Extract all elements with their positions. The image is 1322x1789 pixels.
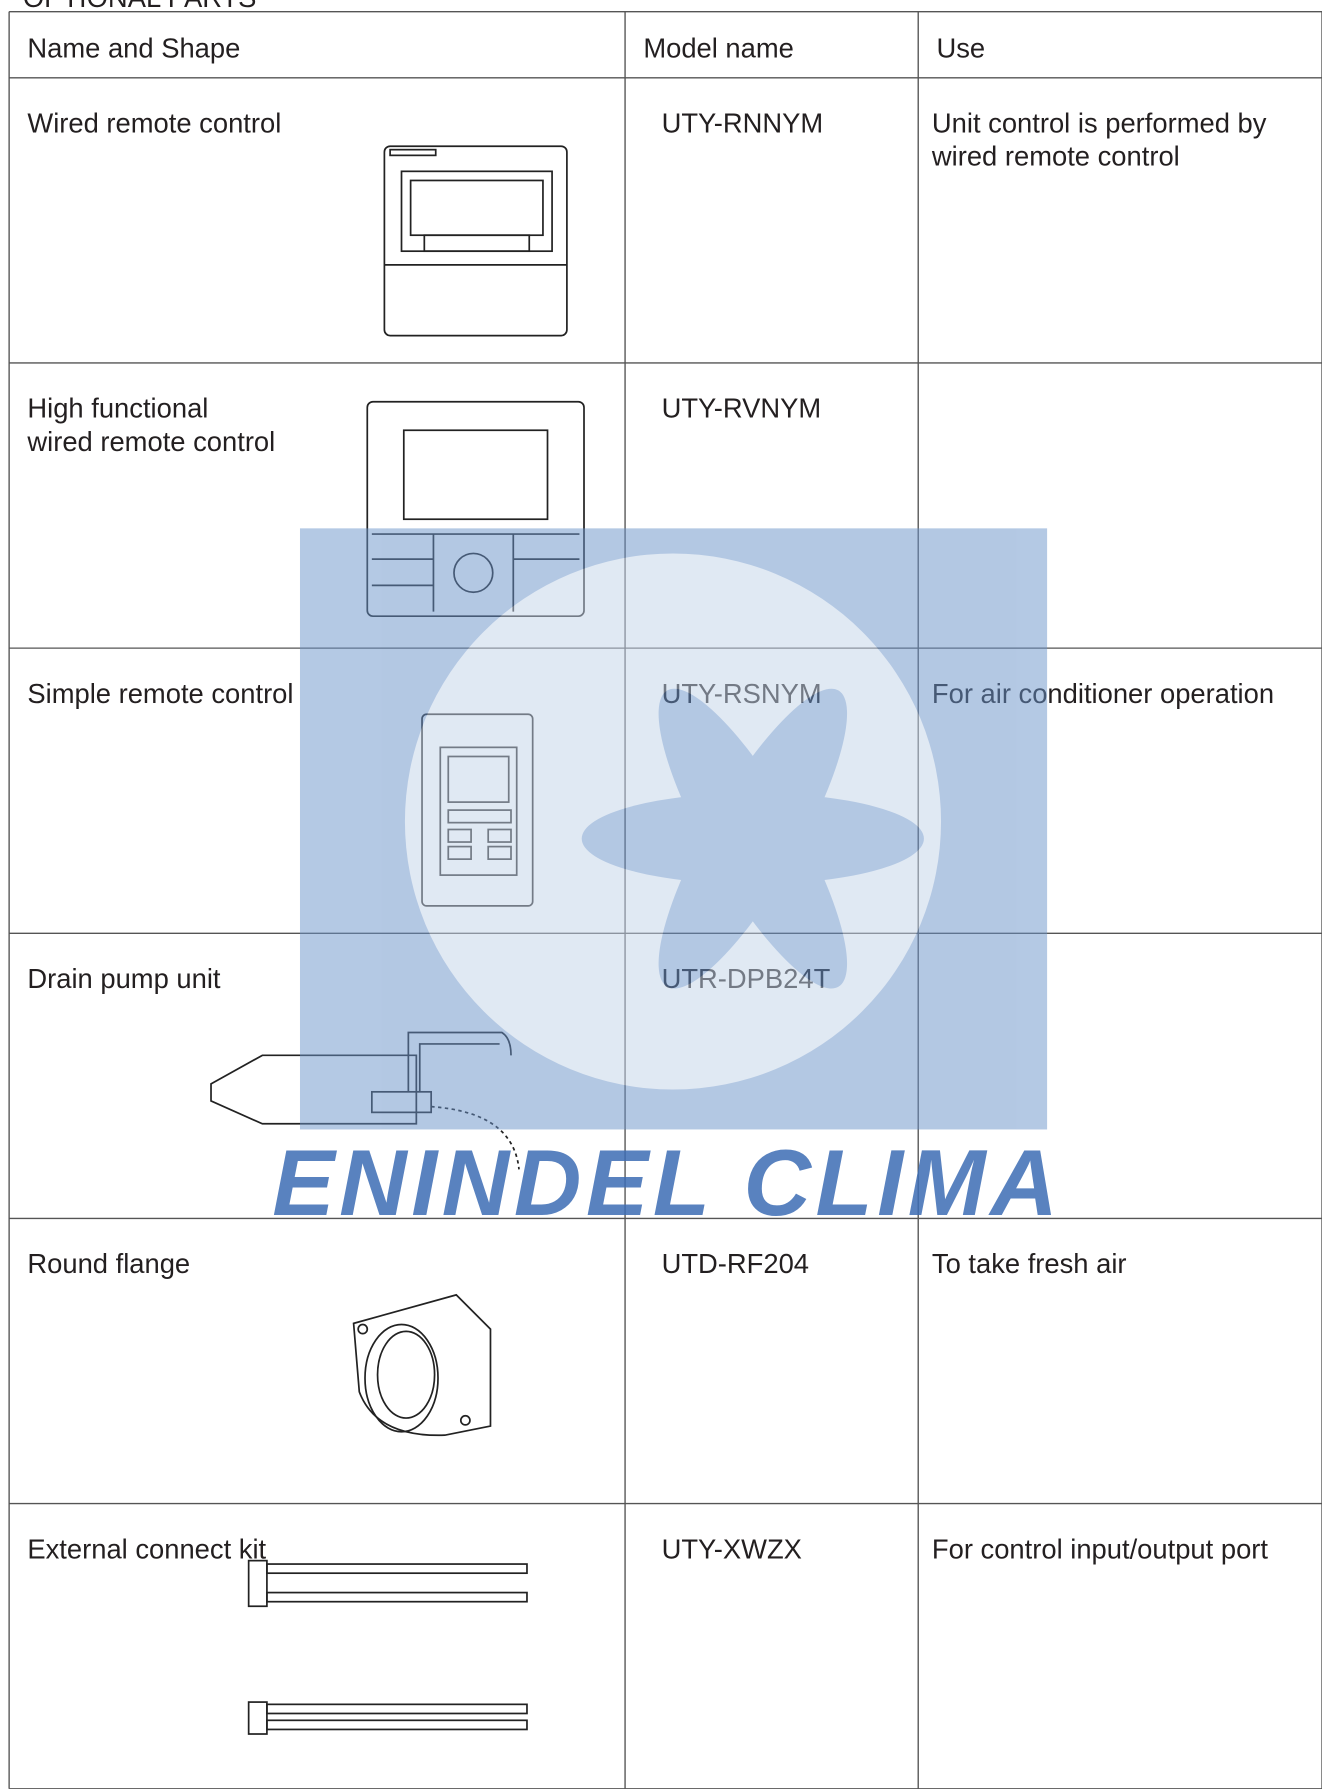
part-name: wired remote control xyxy=(26,426,275,457)
model-name: UTY-RVNYM xyxy=(662,393,822,424)
part-name: Simple remote control xyxy=(27,678,293,709)
part-name: High functional xyxy=(27,393,208,424)
part-use: For control input/output port xyxy=(932,1533,1268,1564)
column-header: Name and Shape xyxy=(27,32,240,63)
part-use: To take fresh air xyxy=(932,1248,1127,1279)
illustration-connect-kit xyxy=(247,1559,528,1735)
watermark-logo xyxy=(299,528,1048,1130)
illustration-round-flange xyxy=(352,1293,492,1437)
part-name: External connect kit xyxy=(27,1533,266,1564)
part-use: Unit control is performed by xyxy=(932,108,1267,139)
section-title: OPTIONAL PARTS xyxy=(23,0,257,13)
part-name: Round flange xyxy=(27,1248,190,1279)
part-use: wired remote control xyxy=(931,141,1180,172)
model-name: UTY-RNNYM xyxy=(662,108,824,139)
column-header: Model name xyxy=(643,32,794,63)
part-name: Wired remote control xyxy=(27,108,281,139)
part-name: Drain pump unit xyxy=(27,963,221,994)
model-name: UTD-RF204 xyxy=(662,1248,809,1279)
illustration-wired-remote xyxy=(383,145,568,337)
model-name: UTY-XWZX xyxy=(662,1533,802,1564)
column-header: Use xyxy=(936,32,985,63)
watermark-text: ENINDEL CLIMA xyxy=(272,1130,1062,1235)
